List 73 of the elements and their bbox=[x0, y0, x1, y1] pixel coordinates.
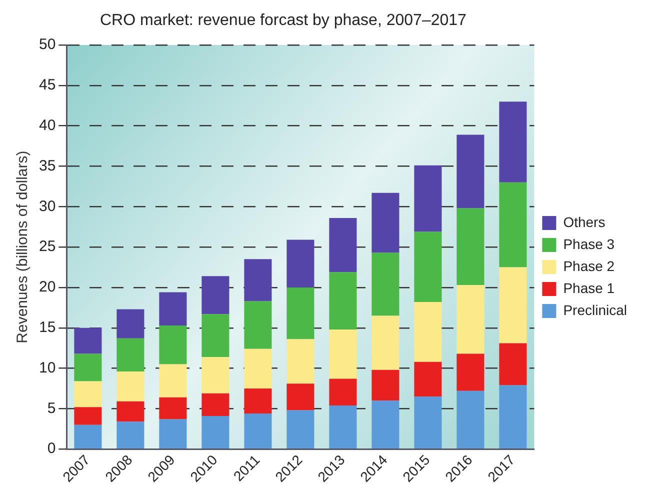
bar bbox=[414, 396, 442, 448]
y-tick-label: 5 bbox=[47, 400, 56, 417]
bar bbox=[329, 272, 357, 330]
bar bbox=[74, 328, 102, 354]
bar bbox=[286, 287, 314, 340]
bar bbox=[74, 354, 102, 382]
bar bbox=[74, 424, 102, 448]
legend-label: Phase 2 bbox=[563, 258, 615, 274]
y-tick-label: 0 bbox=[47, 440, 56, 458]
bar bbox=[414, 302, 442, 362]
bar bbox=[244, 388, 272, 414]
y-tick-label: 20 bbox=[38, 278, 56, 296]
legend-label: Phase 3 bbox=[563, 236, 615, 252]
y-tick-label: 10 bbox=[38, 359, 56, 376]
bar bbox=[329, 378, 357, 406]
bar bbox=[286, 384, 314, 410]
bar bbox=[286, 410, 314, 448]
bar bbox=[456, 134, 484, 208]
bar bbox=[116, 401, 144, 422]
bar bbox=[116, 422, 144, 448]
bar bbox=[456, 285, 484, 354]
bar bbox=[159, 292, 187, 326]
bar bbox=[74, 407, 102, 425]
bar bbox=[244, 348, 272, 388]
bar bbox=[414, 165, 442, 232]
bar bbox=[329, 405, 357, 448]
bar bbox=[159, 325, 187, 364]
bar bbox=[456, 390, 484, 448]
bar bbox=[286, 339, 314, 384]
bar bbox=[202, 314, 230, 357]
legend-label: Phase 1 bbox=[563, 280, 615, 296]
bar bbox=[116, 372, 144, 402]
bar bbox=[372, 400, 400, 448]
bar bbox=[244, 259, 272, 302]
bar bbox=[159, 397, 187, 420]
bar bbox=[329, 329, 357, 379]
legend-label: Preclinical bbox=[563, 302, 628, 318]
y-axis-title: Revenues (billions of dollars) bbox=[14, 150, 32, 344]
bar bbox=[499, 385, 527, 448]
bar bbox=[456, 208, 484, 286]
bar bbox=[372, 252, 400, 316]
bar bbox=[202, 276, 230, 314]
bar bbox=[414, 362, 442, 397]
bar bbox=[159, 364, 187, 398]
bar bbox=[244, 414, 272, 448]
y-tick-label: 15 bbox=[38, 319, 56, 336]
bar bbox=[329, 218, 357, 272]
y-tick-label: 30 bbox=[38, 198, 56, 215]
bar bbox=[372, 370, 400, 401]
legend-label: Others bbox=[563, 214, 606, 230]
bar bbox=[202, 356, 230, 394]
bar bbox=[202, 393, 230, 416]
y-tick-label: 50 bbox=[38, 36, 56, 54]
bar bbox=[244, 301, 272, 349]
bar bbox=[202, 416, 230, 448]
bar bbox=[372, 192, 400, 253]
bar bbox=[499, 267, 527, 344]
bar bbox=[116, 309, 144, 338]
y-tick-label: 45 bbox=[38, 76, 56, 94]
bar bbox=[499, 102, 527, 182]
bar bbox=[159, 419, 187, 448]
bar bbox=[414, 232, 442, 302]
bar bbox=[286, 240, 314, 288]
bar bbox=[499, 343, 527, 386]
bar bbox=[116, 338, 144, 372]
y-tick-label: 25 bbox=[38, 238, 56, 256]
bar bbox=[74, 381, 102, 408]
y-tick-label: 40 bbox=[38, 116, 56, 134]
bar bbox=[456, 354, 484, 391]
bar bbox=[372, 316, 400, 370]
chart-title: CRO market: revenue forcast by phase, 2007–2017 bbox=[100, 12, 466, 30]
y-tick-label: 35 bbox=[38, 157, 56, 174]
bar bbox=[499, 182, 527, 268]
